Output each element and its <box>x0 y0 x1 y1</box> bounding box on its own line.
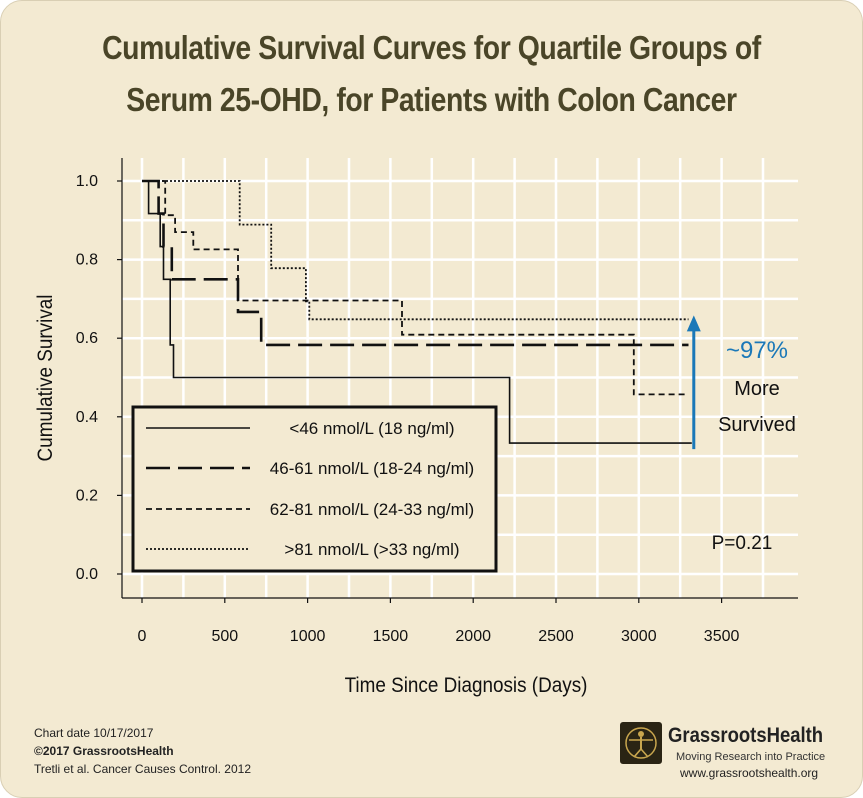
chart-title: Cumulative Survival Curves for Quartile … <box>60 22 802 126</box>
x-tick-label: 3500 <box>704 628 740 645</box>
y-tick-label: 0.0 <box>76 566 98 583</box>
arrow-head-icon <box>686 315 701 332</box>
x-tick-label: 2500 <box>538 628 574 645</box>
percent-annotation: ~97% <box>726 337 788 364</box>
brand-name: GrassrootsHealth <box>668 724 824 747</box>
series-line-3 <box>142 180 689 396</box>
chart-date: Chart date 10/17/2017 <box>34 726 154 740</box>
more-annotation: More <box>734 378 780 400</box>
annotation: ~97% More Survived P=0.21 <box>686 315 796 554</box>
x-tick-label: 3000 <box>621 628 657 645</box>
legend-label-4: >81 nmol/L (>33 ng/ml) <box>284 540 459 559</box>
brand-url[interactable]: www.grassrootshealth.org <box>680 766 819 780</box>
title-line-1: Cumulative Survival Curves for Quartile … <box>102 29 761 66</box>
citation: Tretli et al. Cancer Causes Control. 201… <box>34 762 251 776</box>
y-tick-label: 0.4 <box>76 409 98 426</box>
p-value: P=0.21 <box>712 533 773 554</box>
series-line-4 <box>142 180 689 321</box>
axes <box>117 158 798 603</box>
survived-annotation: Survived <box>718 414 796 436</box>
y-tick-label: 0.8 <box>76 252 98 269</box>
y-tick-label: 0.2 <box>76 487 98 504</box>
x-tick-label: 500 <box>211 628 238 645</box>
x-tick-label: 1500 <box>373 628 409 645</box>
y-axis-label: Cumulative Survival <box>34 295 57 462</box>
copyright: ©2017 GrassrootsHealth <box>34 744 174 758</box>
title-line-2: Serum 25-OHD, for Patients with Colon Ca… <box>126 81 737 118</box>
tick-labels: 0.0 0.2 0.4 0.6 0.8 1.0 0 500 1000 1500 2000 2500 30… <box>76 173 740 645</box>
y-tick-label: 1.0 <box>76 173 98 190</box>
x-axis-label: Time Since Diagnosis (Days) <box>345 674 588 697</box>
legend-box <box>131 405 498 573</box>
brand-tagline: Moving Research into Practice <box>676 751 826 763</box>
legend: <46 nmol/L (18 ng/ml) 46-61 nmol/L (18-24… <box>131 405 498 573</box>
brand-block: GrassrootsHealth Moving Research into Pr… <box>620 722 850 782</box>
vitruvian-logo-icon <box>620 722 662 764</box>
footer: Chart date 10/17/2017 ©2017 GrassrootsHe… <box>34 724 251 778</box>
legend-label-3: 62-81 nmol/L (24-33 ng/ml) <box>270 500 474 519</box>
y-tick-label: 0.6 <box>76 330 98 347</box>
series-line-1 <box>142 180 692 444</box>
legend-label-2: 46-61 nmol/L (18-24 ng/ml) <box>270 459 474 478</box>
survival-curves <box>142 179 692 444</box>
x-tick-label: 0 <box>138 628 147 645</box>
legend-label-1: <46 nmol/L (18 ng/ml) <box>289 419 454 438</box>
x-tick-label: 1000 <box>290 628 326 645</box>
series-line-2 <box>142 179 689 347</box>
x-tick-label: 2000 <box>455 628 491 645</box>
